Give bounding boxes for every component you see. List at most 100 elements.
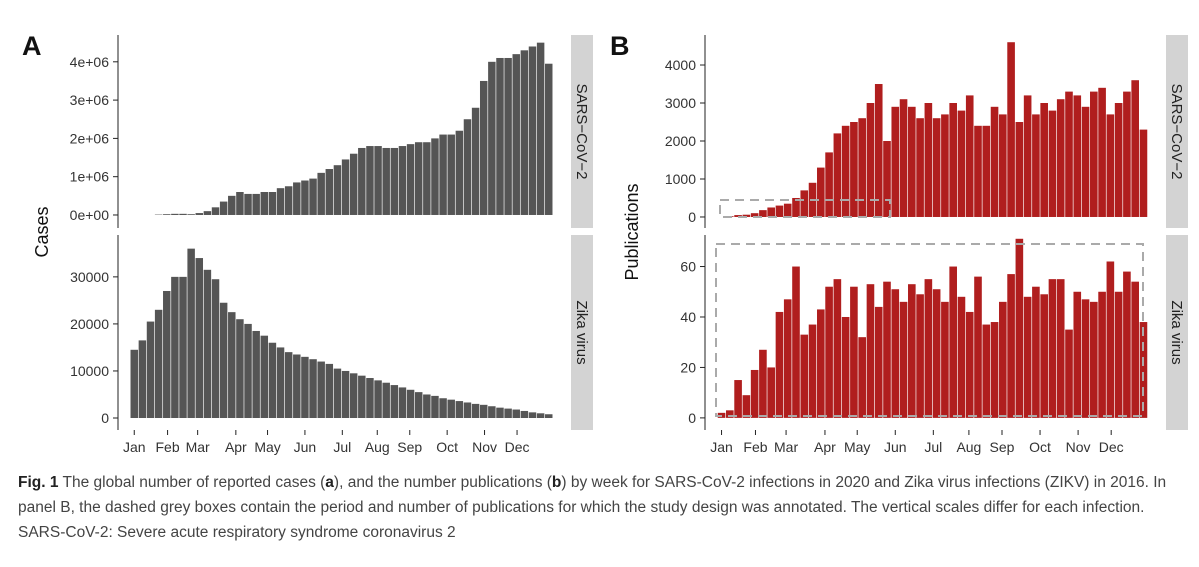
x-tick-label: Mar bbox=[774, 439, 798, 455]
bar bbox=[833, 279, 842, 418]
bar bbox=[908, 284, 916, 418]
bar bbox=[455, 401, 464, 419]
x-tick-label: Jun bbox=[884, 439, 907, 455]
bar bbox=[817, 309, 825, 418]
bar bbox=[858, 337, 866, 418]
bar bbox=[1040, 294, 1048, 418]
bar bbox=[1073, 291, 1082, 418]
bar bbox=[982, 324, 991, 418]
x-tick-label: Mar bbox=[186, 439, 210, 455]
bar bbox=[1106, 261, 1115, 418]
x-tick-label: Apr bbox=[814, 439, 836, 455]
bar bbox=[999, 301, 1007, 418]
x-tick-label: Jul bbox=[333, 439, 351, 455]
bar bbox=[309, 359, 317, 419]
bar bbox=[455, 130, 464, 215]
bar bbox=[211, 207, 220, 215]
bar bbox=[874, 306, 883, 418]
bar bbox=[858, 118, 866, 217]
x-tick-label: Jun bbox=[294, 439, 317, 455]
facet-strip bbox=[571, 35, 593, 228]
bar bbox=[512, 409, 520, 419]
bar bbox=[949, 266, 957, 418]
bar bbox=[284, 352, 293, 419]
y-axis-title: Publications bbox=[622, 183, 642, 280]
bar bbox=[759, 349, 767, 418]
x-tick-label: Nov bbox=[472, 439, 497, 455]
bar bbox=[366, 378, 374, 419]
bar bbox=[1056, 279, 1065, 418]
y-tick-label: 40 bbox=[680, 309, 696, 325]
bar bbox=[325, 363, 334, 419]
facet-strip bbox=[571, 235, 593, 430]
bar bbox=[431, 138, 439, 215]
bar bbox=[276, 188, 285, 215]
bar bbox=[512, 54, 520, 215]
y-tick-label: 4e+06 bbox=[70, 54, 110, 70]
x-tick-label: Jan bbox=[710, 439, 733, 455]
bar bbox=[163, 214, 171, 215]
bar bbox=[219, 302, 228, 419]
bar bbox=[767, 367, 775, 418]
y-tick-label: 20 bbox=[680, 359, 696, 375]
bar bbox=[841, 125, 850, 217]
bar bbox=[1007, 42, 1015, 217]
bar bbox=[284, 186, 293, 215]
bar bbox=[817, 167, 825, 217]
bar bbox=[932, 118, 941, 217]
bar bbox=[1139, 322, 1148, 418]
x-tick-label: Nov bbox=[1066, 439, 1091, 455]
bar bbox=[504, 408, 512, 419]
bar bbox=[1048, 279, 1057, 418]
bar bbox=[957, 110, 966, 217]
bar bbox=[750, 213, 759, 217]
bar bbox=[439, 134, 447, 215]
bar bbox=[734, 380, 742, 418]
bar bbox=[228, 312, 236, 419]
bar bbox=[545, 414, 553, 419]
caption-text: a bbox=[325, 474, 334, 491]
bar bbox=[1090, 91, 1098, 217]
x-tick-label: Oct bbox=[436, 439, 458, 455]
bar bbox=[850, 122, 858, 217]
bar bbox=[974, 276, 982, 418]
bar bbox=[423, 142, 431, 215]
bar bbox=[268, 342, 277, 419]
bar bbox=[1114, 103, 1123, 217]
y-tick-label: 10000 bbox=[70, 363, 109, 379]
bar bbox=[423, 394, 431, 419]
y-tick-label: 1e+06 bbox=[70, 169, 110, 185]
bar bbox=[171, 213, 179, 215]
bar bbox=[792, 197, 800, 217]
bar bbox=[1106, 114, 1115, 217]
bar bbox=[1032, 286, 1040, 418]
bar bbox=[957, 296, 966, 418]
bar bbox=[382, 382, 390, 419]
x-tick-label: Aug bbox=[956, 439, 981, 455]
bar bbox=[333, 165, 342, 215]
bar bbox=[891, 106, 900, 217]
bar bbox=[317, 172, 325, 215]
x-tick-label: Feb bbox=[743, 439, 767, 455]
x-tick-label: Feb bbox=[156, 439, 180, 455]
bar bbox=[916, 118, 924, 217]
bar bbox=[783, 299, 792, 418]
bar bbox=[301, 180, 309, 215]
bar bbox=[390, 147, 399, 215]
bar bbox=[1090, 301, 1098, 418]
y-tick-label: 4000 bbox=[665, 57, 696, 73]
bar bbox=[463, 119, 472, 215]
bar bbox=[999, 114, 1007, 217]
bar bbox=[260, 335, 269, 419]
bar bbox=[236, 319, 244, 419]
bar bbox=[528, 412, 537, 419]
bar bbox=[924, 103, 933, 217]
bar bbox=[1123, 91, 1131, 217]
caption-text: ) by week for SARS-CoV-2 infections in 2… bbox=[18, 474, 1167, 541]
bar bbox=[726, 216, 734, 217]
bar bbox=[874, 84, 883, 217]
bar bbox=[726, 410, 734, 418]
bar bbox=[374, 146, 382, 215]
y-tick-label: 60 bbox=[680, 259, 696, 275]
bar bbox=[1131, 281, 1139, 418]
